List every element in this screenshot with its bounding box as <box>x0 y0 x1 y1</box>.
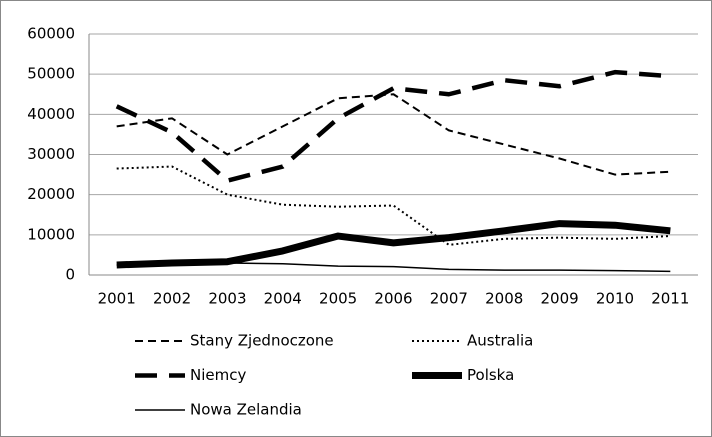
y-tick-label: 30000 <box>27 145 75 163</box>
legend-label: Niemcy <box>190 366 246 384</box>
series-line <box>116 93 671 176</box>
x-tick-label: 2001 <box>98 290 136 308</box>
legend-label: Polska <box>467 366 514 384</box>
y-tick-label: 40000 <box>27 105 75 123</box>
y-tick-label: 10000 <box>27 225 75 243</box>
y-tick-label: 0 <box>65 266 75 284</box>
x-tick-label: 2004 <box>264 290 302 308</box>
x-tick-label: 2008 <box>485 290 523 308</box>
legend-label: Nowa Zelandia <box>190 401 302 419</box>
x-tick-label: 2010 <box>596 290 634 308</box>
x-tick-label: 2005 <box>319 290 357 308</box>
series-line <box>115 69 671 183</box>
y-tick-label: 20000 <box>27 185 75 203</box>
x-tick-label: 2011 <box>651 290 689 308</box>
series-line <box>116 165 671 246</box>
x-tick-label: 2002 <box>153 290 191 308</box>
y-tick-label: 60000 <box>27 25 75 43</box>
x-tick-label: 2006 <box>374 290 412 308</box>
y-tick-label: 50000 <box>27 65 75 83</box>
x-tick-label: 2007 <box>430 290 468 308</box>
legend-label: Stany Zjednoczone <box>190 332 334 350</box>
x-tick-label: 2003 <box>208 290 246 308</box>
x-tick-label: 2009 <box>540 290 578 308</box>
series-line <box>116 262 671 273</box>
series-line <box>116 220 671 269</box>
legend-label: Australia <box>467 332 533 350</box>
